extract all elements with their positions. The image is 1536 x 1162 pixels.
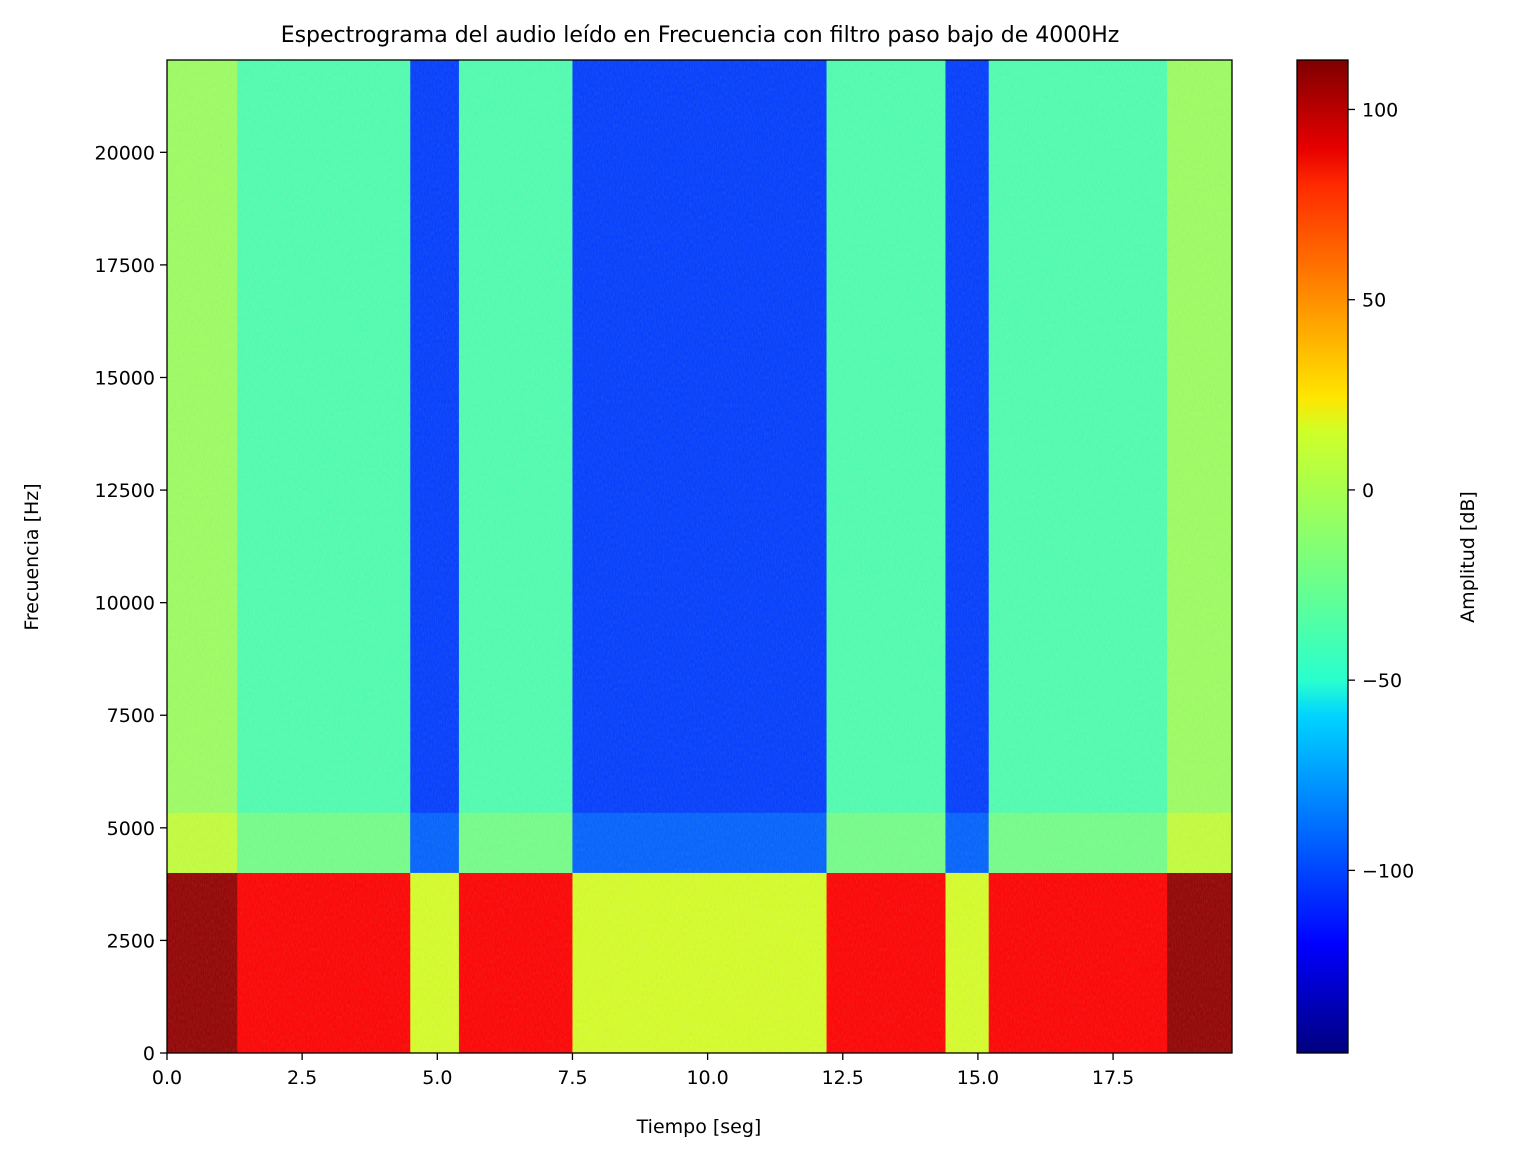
x-tick-label: 0.0	[152, 1067, 182, 1089]
y-tick-label: 12500	[95, 480, 155, 502]
x-tick-label: 2.5	[287, 1067, 317, 1089]
noise-overlay	[167, 60, 1232, 1053]
y-tick-label: 10000	[95, 593, 155, 615]
y-tick-label: 5000	[107, 818, 155, 840]
colorbar-tick-label: 100	[1362, 99, 1398, 121]
colorbar	[1296, 59, 1349, 1054]
y-tick-label: 0	[143, 1043, 155, 1065]
y-tick-label: 15000	[95, 367, 155, 389]
y-axis: 0 2500 5000 7500 10000 12500 15000 17500 20000	[95, 142, 167, 1065]
y-axis-label: Frecuencia [Hz]	[21, 483, 43, 630]
y-tick-label: 20000	[95, 142, 155, 164]
x-tick-label: 17.5	[1092, 1067, 1134, 1089]
colorbar-tick-label: −100	[1362, 860, 1414, 882]
colorbar-label: Amplitud [dB]	[1457, 491, 1479, 623]
spectrogram-noise-texture	[167, 60, 1232, 1053]
x-tick-label: 10.0	[686, 1067, 728, 1089]
x-tick-label: 5.0	[422, 1067, 452, 1089]
x-tick-label: 7.5	[557, 1067, 587, 1089]
y-tick-label: 7500	[107, 705, 155, 727]
plot-frame	[166, 59, 1233, 1054]
colorbar-tick-label: 50	[1362, 290, 1386, 312]
x-axis-label: Tiempo [seg]	[636, 1116, 762, 1138]
y-tick-label: 17500	[95, 255, 155, 277]
chart-title: Espectrograma del audio leído en Frecuen…	[281, 23, 1120, 48]
colorbar-tick-label: 0	[1362, 480, 1374, 502]
colorbar-axis: −100 −50 0 50 100	[1348, 99, 1414, 882]
y-tick-label: 2500	[107, 930, 155, 952]
x-tick-label: 15.0	[957, 1067, 999, 1089]
x-axis: 0.0 2.5 5.0 7.5 10.0 12.5 15.0 17.5	[152, 1053, 1134, 1089]
colorbar-tick-label: −50	[1362, 670, 1402, 692]
x-tick-label: 12.5	[822, 1067, 864, 1089]
